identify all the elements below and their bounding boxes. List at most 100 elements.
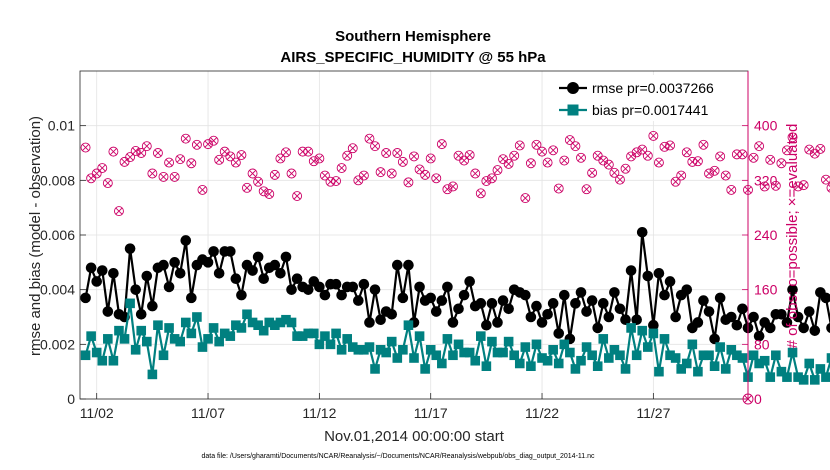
chart-title: Southern Hemisphere — [335, 28, 491, 45]
rmse-point — [497, 295, 509, 306]
obs-possible-marker — [615, 174, 625, 185]
rmse-point — [286, 284, 297, 295]
rmse-point — [291, 273, 303, 285]
obs-count-point — [609, 167, 620, 178]
bias-point — [208, 323, 219, 333]
obs-possible-marker — [191, 139, 202, 150]
obs-count-point — [570, 141, 581, 152]
rmse-point — [158, 259, 169, 271]
bias-point — [631, 350, 642, 361]
rmse-point — [124, 243, 136, 254]
obs-count-point — [420, 169, 431, 180]
bias-point — [620, 364, 631, 374]
bias-point — [303, 328, 314, 339]
obs-possible-marker — [336, 163, 347, 173]
bias-point — [709, 361, 720, 371]
bias-point — [264, 317, 275, 328]
bias-point — [498, 347, 508, 358]
x-tick-label: 11/02 — [80, 405, 114, 421]
rmse-point — [764, 322, 776, 334]
rmse-point — [280, 251, 292, 263]
y-axis-label: rmse and bias (model - observation) — [27, 116, 44, 356]
rmse-point — [464, 276, 475, 287]
bias-point — [448, 350, 458, 361]
obs-evaluated-marker — [365, 135, 373, 143]
obs-possible-marker — [609, 167, 620, 178]
obs-count-point — [670, 176, 681, 187]
bias-point — [732, 350, 742, 361]
rmse-point — [147, 300, 158, 312]
legend-bias-label: bias pr=0.0017441 — [592, 102, 709, 118]
obs-count-point — [114, 206, 124, 217]
rmse-point — [202, 257, 214, 268]
bias-point — [442, 334, 453, 344]
obs-evaluated-marker — [265, 190, 273, 198]
bias-point — [158, 350, 169, 361]
y-tick-label: 0.01 — [48, 118, 75, 134]
bias-point — [737, 353, 748, 363]
bias-point — [203, 334, 213, 344]
bias-point — [353, 345, 364, 355]
bias-point — [609, 345, 620, 355]
obs-evaluated-marker — [677, 172, 685, 180]
bias-point — [309, 328, 319, 339]
obs-count-point — [375, 167, 386, 178]
obs-possible-marker — [381, 148, 392, 158]
obs-count-point — [759, 181, 770, 192]
obs-evaluated-marker — [276, 154, 284, 162]
obs-count-point — [553, 183, 564, 194]
bias-point — [86, 331, 96, 341]
rmse-point — [163, 281, 175, 293]
obs-possible-marker — [486, 173, 497, 184]
bias-point — [414, 331, 425, 341]
obs-evaluated-marker — [388, 169, 396, 178]
obs-count-point — [620, 163, 631, 174]
bias-point — [665, 350, 675, 361]
bias-point — [782, 372, 792, 382]
bias-point — [420, 364, 430, 374]
obs-evaluated-marker — [443, 185, 451, 193]
obs-count-point — [692, 156, 703, 167]
obs-evaluated-marker — [644, 152, 652, 160]
obs-evaluated-marker — [560, 156, 568, 165]
bias-point — [815, 364, 826, 374]
obs-evaluated-marker — [377, 168, 385, 176]
obs-count-point — [247, 168, 258, 179]
obs-possible-marker — [570, 141, 581, 152]
obs-count-point — [91, 168, 102, 179]
bias-point — [314, 339, 325, 350]
obs-possible-marker — [603, 159, 614, 170]
obs-possible-marker — [564, 135, 575, 145]
obs-count-point — [637, 144, 648, 155]
obs-count-point — [709, 165, 720, 176]
obs-evaluated-marker — [566, 136, 574, 144]
obs-count-point — [319, 170, 330, 181]
obs-evaluated-marker — [638, 146, 646, 154]
obs-possible-marker — [759, 181, 770, 192]
obs-count-point — [175, 154, 186, 165]
obs-count-point — [815, 143, 826, 154]
bias-point — [347, 342, 358, 352]
obs-evaluated-marker — [711, 167, 719, 175]
obs-count-point — [364, 133, 375, 144]
obs-count-point — [648, 130, 659, 141]
obs-possible-marker — [136, 148, 147, 158]
obs-count-point — [475, 188, 486, 199]
obs-possible-marker — [386, 168, 397, 179]
bias-point — [97, 355, 108, 366]
rmse-point — [826, 322, 830, 334]
axes — [79, 70, 749, 400]
obs-evaluated-marker — [549, 146, 557, 154]
obs-possible-marker — [314, 153, 325, 164]
obs-count-point — [253, 176, 264, 187]
bias-point — [514, 358, 525, 369]
obs-possible-marker — [709, 165, 720, 176]
obs-evaluated-marker — [761, 182, 769, 191]
obs-possible-marker — [141, 141, 152, 152]
obs-possible-marker — [642, 150, 653, 161]
obs-count-point — [303, 146, 314, 157]
obs-possible-marker — [425, 153, 436, 164]
obs-count-point — [292, 191, 303, 202]
obs-possible-marker — [754, 141, 765, 152]
bias-point — [130, 345, 141, 355]
